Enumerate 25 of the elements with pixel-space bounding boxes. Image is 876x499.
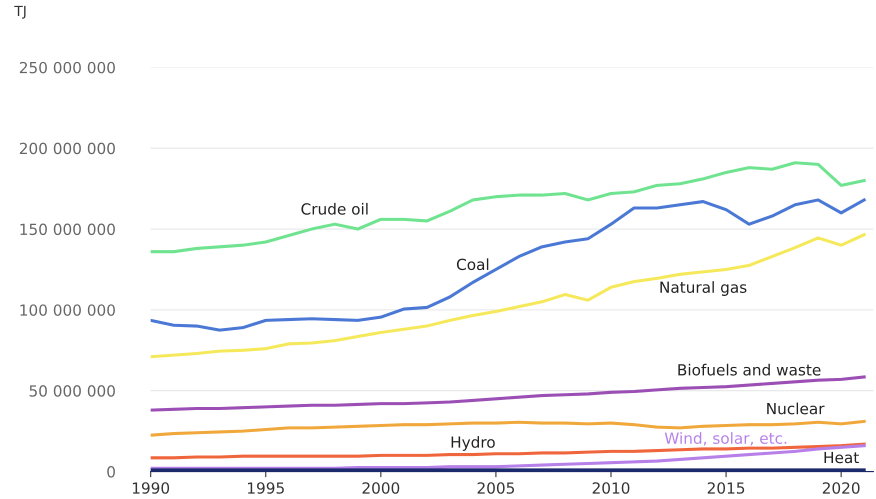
y-tick-label: 250 000 000 — [20, 62, 115, 74]
series-label: Natural gas — [660, 281, 746, 296]
x-tick-label: 1990 — [132, 482, 170, 494]
y-tick-label: 50 000 000 — [30, 385, 115, 397]
y-tick-label: 100 000 000 — [20, 304, 115, 316]
x-tick-label: 2015 — [708, 482, 744, 494]
y-tick-label: 0 — [107, 466, 115, 478]
series-label: Wind, solar, etc. — [664, 432, 786, 446]
series-label: Hydro — [452, 436, 495, 451]
x-tick-label: 2010 — [592, 482, 630, 494]
x-tick-label: 2005 — [478, 482, 514, 494]
line-series — [150, 198, 866, 332]
y-axis-title: TJ — [14, 6, 26, 19]
y-tick-label: 150 000 000 — [20, 224, 115, 236]
x-tick-label: 2000 — [362, 482, 400, 494]
x-tick-label: 2020 — [822, 482, 860, 494]
series-label: Nuclear — [767, 402, 825, 414]
series-label: Heat — [824, 452, 859, 464]
y-tick-label: 200 000 000 — [20, 142, 115, 154]
line-series — [150, 161, 866, 254]
x-tick-label: 1995 — [248, 482, 284, 494]
series-label: Biofuels and waste — [678, 364, 820, 376]
series-label: Coal — [456, 258, 488, 270]
line-series — [150, 233, 866, 358]
series-label: Crude oil — [301, 202, 368, 215]
